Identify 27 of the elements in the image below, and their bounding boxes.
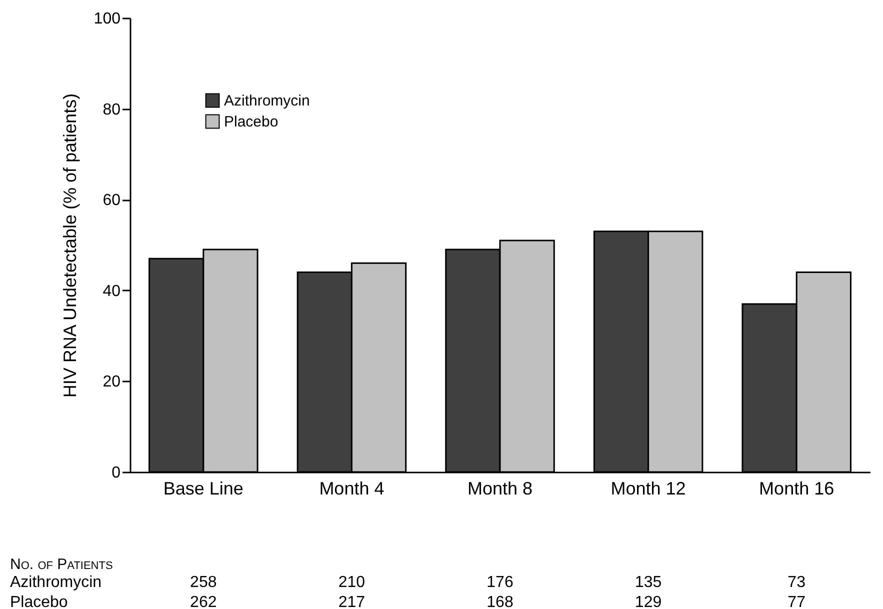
y-tick-label: 100 (94, 10, 121, 28)
text: 135 (634, 574, 662, 592)
x-tick-label: Month 4 (319, 478, 384, 498)
x-tick-label: Month 12 (610, 478, 686, 498)
y-tick-label: 60 (102, 192, 121, 210)
y-tick-label: 80 (102, 101, 121, 118)
legend-label: Azithromycin (224, 92, 310, 110)
text: 210 (338, 574, 366, 592)
text: 129 (634, 594, 662, 609)
y-tick-label: 20 (102, 374, 121, 391)
text: Placebo (10, 594, 68, 609)
text: 168 (486, 594, 514, 609)
text: 77 (788, 594, 806, 609)
text: 262 (190, 594, 217, 609)
x-tick-label: Month 16 (759, 478, 834, 498)
x-tick-label: Base Line (163, 478, 244, 498)
y-tick-label: 0 (112, 464, 121, 482)
text: Azithromycin (10, 574, 102, 592)
text: No. of Patients (10, 556, 113, 574)
text: 258 (190, 574, 217, 592)
text: 176 (486, 574, 514, 592)
y-tick-label: 40 (102, 282, 121, 300)
x-tick-label: Month 8 (467, 478, 533, 498)
text: 217 (338, 594, 366, 609)
y-axis-title: HIV RNA Undetectable (% of patients) (60, 93, 80, 398)
text: 73 (788, 574, 806, 592)
legend-label: Placebo (224, 114, 278, 130)
